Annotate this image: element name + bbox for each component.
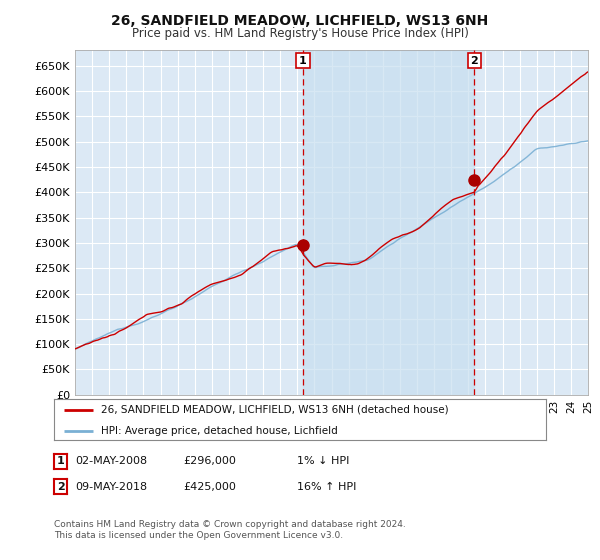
Text: £425,000: £425,000 [183, 482, 236, 492]
Text: Price paid vs. HM Land Registry's House Price Index (HPI): Price paid vs. HM Land Registry's House … [131, 27, 469, 40]
Bar [303, 50, 475, 395]
Text: 2: 2 [470, 55, 478, 66]
Text: 26, SANDFIELD MEADOW, LICHFIELD, WS13 6NH (detached house): 26, SANDFIELD MEADOW, LICHFIELD, WS13 6N… [101, 405, 448, 415]
Text: £296,000: £296,000 [183, 456, 236, 466]
Text: 16% ↑ HPI: 16% ↑ HPI [297, 482, 356, 492]
Text: 1% ↓ HPI: 1% ↓ HPI [297, 456, 349, 466]
Text: 1: 1 [299, 55, 307, 66]
Text: 1: 1 [57, 456, 64, 466]
Text: 26, SANDFIELD MEADOW, LICHFIELD, WS13 6NH: 26, SANDFIELD MEADOW, LICHFIELD, WS13 6N… [112, 14, 488, 28]
Text: 2: 2 [57, 482, 64, 492]
Text: 02-MAY-2008: 02-MAY-2008 [75, 456, 147, 466]
Text: HPI: Average price, detached house, Lichfield: HPI: Average price, detached house, Lich… [101, 426, 337, 436]
Text: 09-MAY-2018: 09-MAY-2018 [75, 482, 147, 492]
Text: Contains HM Land Registry data © Crown copyright and database right 2024.
This d: Contains HM Land Registry data © Crown c… [54, 520, 406, 540]
